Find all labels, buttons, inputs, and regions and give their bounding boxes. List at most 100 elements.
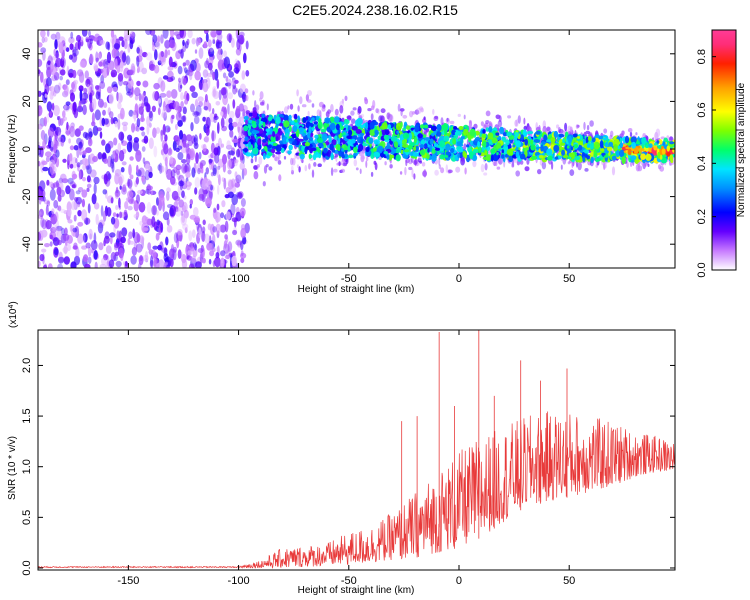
spectrum-blob: [653, 145, 658, 151]
spectrum-blob: [232, 229, 238, 236]
spectrum-blob: [139, 126, 145, 131]
spectrum-blob: [584, 168, 589, 172]
spectrum-blob: [99, 263, 107, 268]
spectrum-blob: [582, 156, 586, 163]
spectrum-blob: [127, 69, 135, 74]
spectrum-blob: [192, 229, 196, 239]
spectrum-blob: [244, 148, 248, 153]
spectrum-blob: [217, 184, 220, 195]
spectrum-blob: [205, 116, 211, 129]
spectrum-blob: [151, 105, 156, 113]
spectrum-blob: [487, 132, 494, 140]
spectrum-blob: [103, 58, 109, 69]
spectrum-blob: [317, 121, 323, 130]
spectrum-blob: [234, 178, 240, 184]
spectrum-blob: [197, 167, 201, 175]
spectrum-blob: [41, 189, 46, 198]
spectrum-blob: [45, 156, 51, 163]
spectrum-blob: [73, 79, 79, 85]
spectrum-blob: [77, 233, 84, 244]
spectrum-blob: [100, 205, 104, 217]
spectrum-blob: [553, 130, 559, 138]
spectrum-blob: [141, 51, 148, 58]
spectrum-blob: [227, 241, 233, 252]
spectrum-blob: [608, 141, 614, 147]
spectrum-blob: [487, 139, 493, 144]
spectrum-blob: [127, 205, 133, 211]
spectrum-blob: [185, 69, 190, 76]
spectrum-blob: [282, 136, 288, 145]
spectrum-blob: [348, 154, 354, 159]
spectrum-blob: [157, 35, 161, 43]
spectrum-blob: [238, 132, 243, 137]
spectrum-blob: [369, 121, 375, 130]
spectrum-blob: [68, 72, 74, 78]
spectrum-blob: [298, 166, 301, 173]
spectrum-blob: [277, 160, 282, 165]
spectrum-blob: [104, 231, 110, 240]
spectrum-blob: [82, 234, 86, 243]
spectrum-blob: [103, 173, 108, 185]
spectrum-blob: [239, 207, 246, 217]
spectrum-blob: [311, 169, 315, 178]
spectrum-blob: [141, 215, 148, 225]
spectrum-blob: [188, 230, 193, 242]
spectrum-blob: [275, 151, 282, 155]
spectrum-blob: [135, 243, 143, 253]
spectrum-blob: [235, 88, 239, 93]
spectrum-blob: [323, 147, 328, 154]
spectrum-blob: [484, 163, 488, 171]
spectrum-blob: [440, 167, 445, 174]
spectrum-blob: [72, 227, 78, 233]
spectrum-blob: [586, 143, 591, 148]
spectrum-blob: [93, 250, 98, 260]
spectrum-blob: [126, 91, 133, 96]
colorbar-gradient: [712, 30, 736, 270]
spectrum-blob: [38, 144, 42, 156]
spectrum-blob: [43, 263, 48, 268]
spectrum-blob: [114, 172, 120, 185]
spectrum-blob: [136, 117, 141, 128]
spectrum-blob: [117, 72, 124, 82]
spectrum-blob: [200, 168, 204, 174]
spectrum-blob: [42, 196, 46, 202]
spectrum-blob: [274, 156, 280, 162]
x-tick-label: -150: [117, 575, 139, 587]
spectrum-blob: [414, 109, 420, 115]
spectrum-blob: [193, 115, 200, 125]
spectrum-blob: [47, 263, 53, 268]
spectrum-blob: [143, 96, 149, 107]
spectrum-blob: [204, 188, 207, 197]
spectrum-blob: [259, 91, 264, 100]
spectrum-blob: [266, 103, 269, 111]
spectrum-blob: [283, 155, 287, 160]
spectrum-blob: [236, 148, 241, 158]
spectrum-blob: [202, 116, 207, 122]
spectrum-blob: [141, 227, 149, 232]
spectrum-blob: [485, 120, 490, 124]
spectrum-blob: [241, 70, 246, 80]
spectrum-blob: [57, 205, 62, 212]
spectrum-blob: [453, 126, 458, 130]
spectrum-blob: [138, 167, 145, 178]
spectrum-blob: [329, 122, 336, 131]
spectrum-blob: [171, 114, 175, 120]
spectrum-blob: [386, 141, 390, 148]
spectrum-blob: [332, 139, 337, 146]
spectrum-blob: [75, 247, 80, 259]
spectrum-blob: [221, 143, 224, 148]
spectrum-blob: [214, 211, 221, 223]
spectrum-blob: [385, 129, 390, 136]
spectrum-blob: [301, 158, 304, 164]
spectrum-blob: [265, 128, 270, 132]
spectrum-blob: [93, 183, 97, 195]
spectrum-blob: [430, 125, 437, 132]
spectrum-blob: [53, 105, 60, 117]
spectrum-blob: [106, 207, 112, 217]
spectrum-blob: [178, 77, 181, 83]
spectrum-blob: [77, 187, 84, 192]
spectrum-blob: [58, 137, 63, 143]
spectrum-blob: [241, 129, 247, 138]
spectrum-blob: [97, 98, 104, 108]
spectrum-blob: [523, 131, 528, 136]
